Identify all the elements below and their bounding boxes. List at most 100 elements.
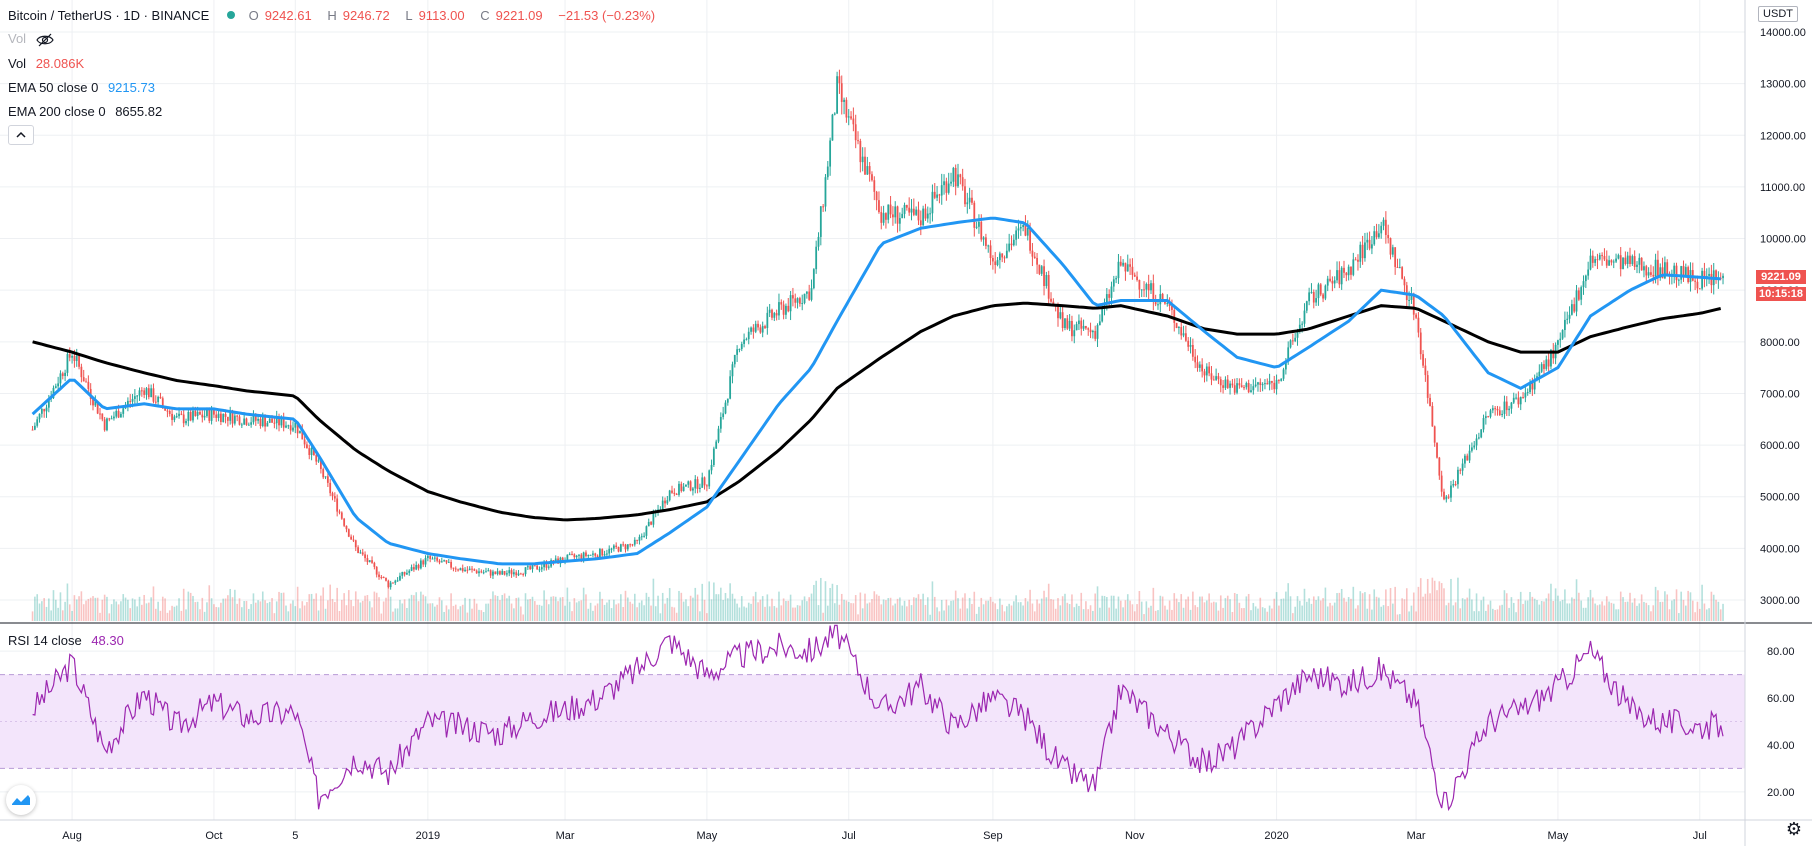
volume-bar — [920, 599, 922, 621]
candle-body — [1505, 401, 1508, 411]
volume-bar — [1531, 596, 1534, 621]
candle-body — [1196, 362, 1199, 368]
candle-body — [492, 571, 494, 576]
volume-bar — [1101, 595, 1103, 621]
volume-bar — [810, 593, 813, 621]
volume-bar — [831, 583, 834, 621]
candle-body — [1178, 327, 1180, 329]
candle-body — [1315, 298, 1318, 303]
symbol-title[interactable]: Bitcoin / TetherUS · 1D · BINANCE — [8, 8, 210, 23]
vol-row[interactable]: Vol 28.086K — [8, 56, 90, 72]
volume-bar — [229, 588, 232, 621]
candle-body — [1024, 224, 1027, 236]
volume-bar — [1438, 581, 1441, 621]
candle-body — [773, 313, 776, 318]
volume-bar — [1182, 607, 1185, 621]
volume-bar — [629, 601, 631, 621]
volume-bar — [1601, 601, 1603, 621]
candle-body — [996, 260, 999, 266]
volume-bar — [1099, 607, 1101, 621]
low-label: L — [405, 8, 413, 23]
candle-body — [1377, 233, 1380, 238]
candle-body — [231, 411, 234, 424]
candle-body — [631, 544, 634, 546]
volume-bar — [101, 599, 104, 621]
candle-body — [605, 553, 608, 555]
volume-bar — [796, 605, 799, 621]
candle-body — [108, 418, 111, 420]
collapse-legend-button[interactable] — [8, 125, 34, 145]
volume-bar — [159, 610, 162, 621]
candle-body — [215, 414, 218, 418]
rsi-legend[interactable]: RSI 14 close 48.30 — [8, 633, 130, 649]
candle-body — [787, 305, 790, 312]
candle-body — [73, 355, 76, 361]
candle-body — [671, 490, 673, 493]
candle-body — [396, 580, 399, 582]
candle-body — [1052, 301, 1055, 305]
volume-bar — [650, 605, 652, 621]
candle-body — [289, 425, 292, 431]
volume-bar — [254, 602, 257, 621]
volume-bar — [896, 598, 899, 621]
candle-body — [1359, 244, 1362, 262]
candle-body — [1629, 255, 1631, 265]
candle-body — [1266, 383, 1269, 385]
open-label: O — [248, 8, 259, 23]
volume-bar — [501, 594, 504, 621]
volume-bar — [1115, 608, 1117, 621]
gear-icon[interactable]: ⚙ — [1785, 819, 1802, 839]
volume-bar — [1147, 607, 1150, 621]
volume-bar — [1013, 601, 1015, 621]
candle-body — [412, 567, 415, 570]
candle-body — [1308, 292, 1311, 302]
volume-bar — [350, 600, 352, 621]
volume-bar — [329, 584, 331, 621]
volume-bar — [547, 604, 550, 621]
volume-bar — [129, 608, 132, 621]
volume-bar — [850, 603, 852, 621]
volume-bar — [1008, 603, 1010, 621]
candle-body — [464, 569, 466, 572]
volume-bar — [294, 606, 297, 621]
candle-body — [843, 99, 845, 102]
volume-bar — [292, 600, 294, 621]
volume-bar — [1517, 599, 1520, 621]
candle-body — [71, 355, 73, 358]
volume-bar — [906, 606, 908, 621]
volume-bar — [345, 605, 348, 621]
volume-bar — [1619, 591, 1622, 621]
candle-body — [75, 355, 78, 361]
volume-bar — [527, 599, 529, 621]
volume-bar — [1468, 588, 1471, 621]
candle-body — [1701, 270, 1703, 289]
candle-body — [489, 570, 492, 576]
ema50-row[interactable]: EMA 50 close 0 9215.73 — [8, 80, 161, 96]
candle-body — [1336, 270, 1338, 281]
tradingview-logo-icon[interactable] — [6, 785, 36, 815]
candle-body — [1164, 300, 1166, 304]
volume-bar — [1673, 599, 1675, 621]
volume-bar — [1006, 606, 1008, 621]
volume-bar — [913, 597, 915, 621]
volume-bar — [180, 610, 183, 621]
candle-body — [506, 573, 508, 575]
candle-body — [752, 327, 755, 332]
volume-bar — [87, 598, 90, 621]
volume-bar — [1573, 598, 1576, 621]
volume-bar — [459, 606, 462, 621]
candle-body — [1459, 469, 1462, 471]
volume-bar — [1206, 600, 1208, 621]
candle-body — [694, 479, 697, 489]
volume-bar — [773, 606, 776, 621]
volume-bar — [464, 597, 466, 621]
eye-off-icon[interactable] — [36, 33, 54, 47]
candle-body — [796, 298, 799, 303]
candle-body — [1429, 397, 1431, 407]
currency-label[interactable]: USDT — [1758, 6, 1798, 22]
candle-body — [805, 291, 808, 294]
vol-hidden-row[interactable]: Vol — [8, 31, 54, 47]
candle-body — [1489, 410, 1492, 417]
ema200-row[interactable]: EMA 200 close 0 8655.82 — [8, 104, 168, 120]
